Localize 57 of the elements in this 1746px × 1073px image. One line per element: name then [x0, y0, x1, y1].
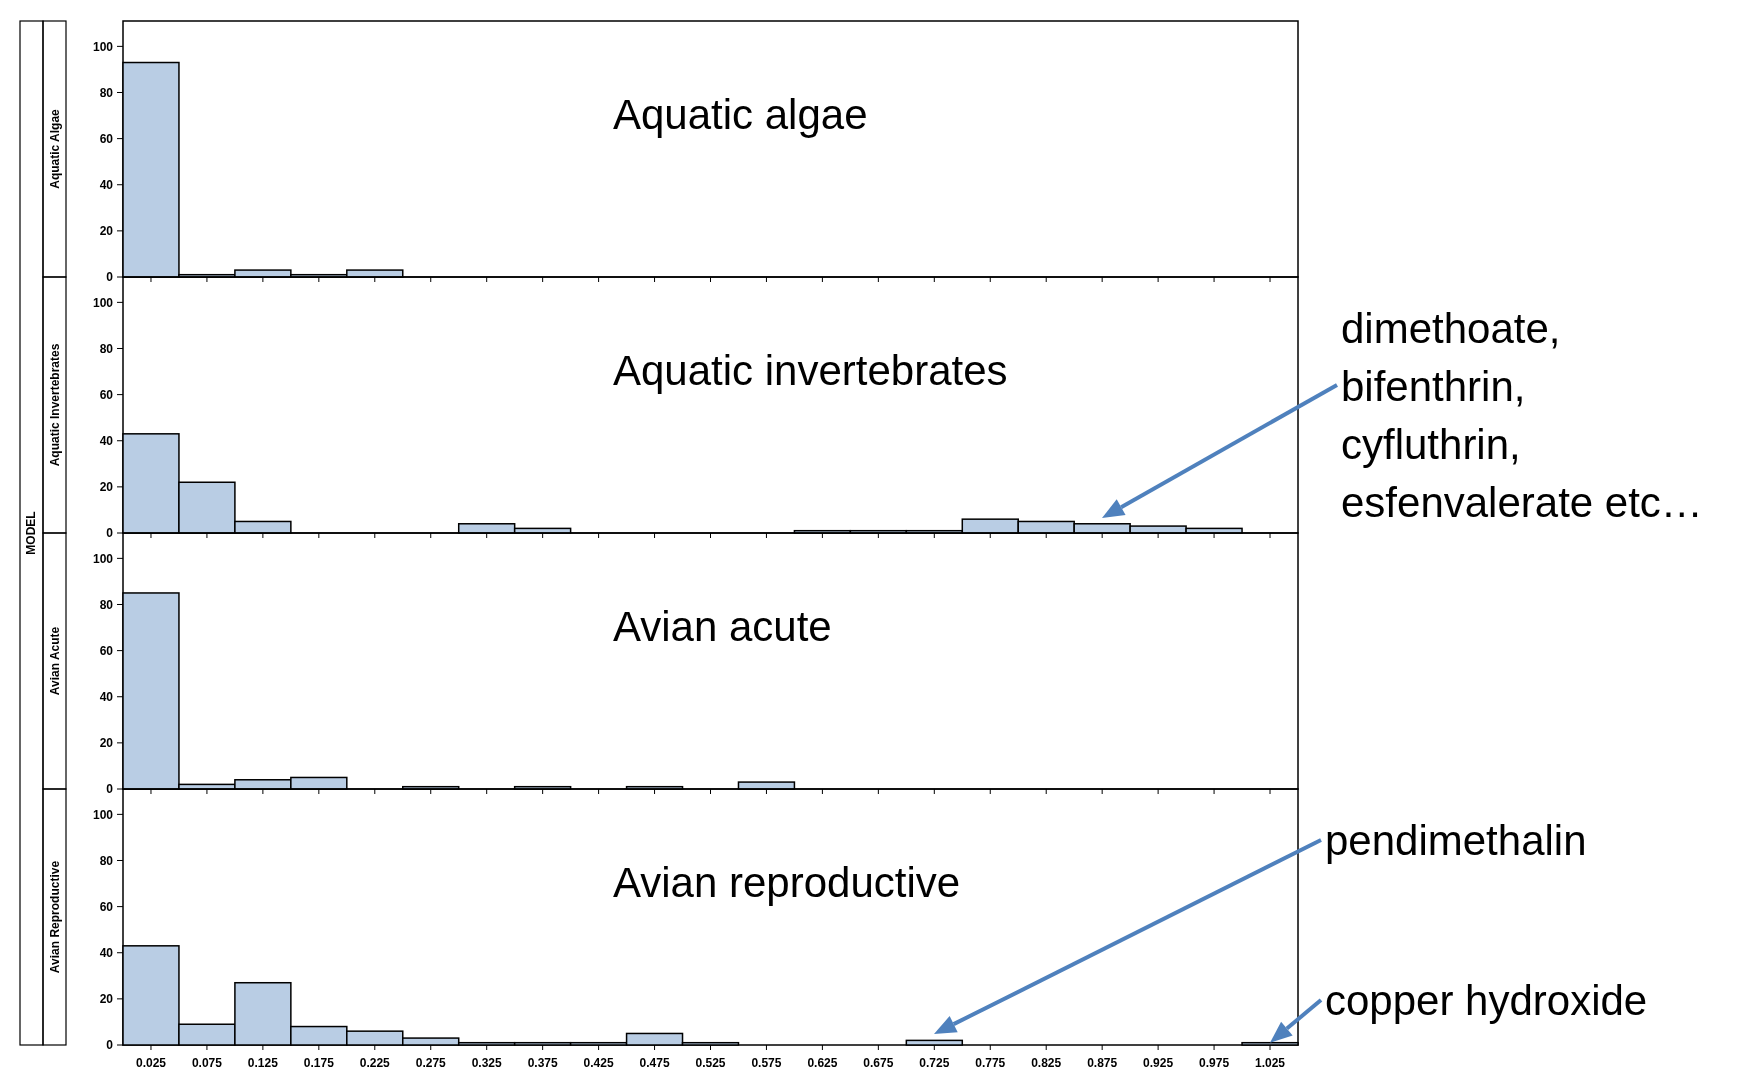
text: Avian reproductive: [613, 859, 961, 906]
y-axis-title: Aquatic Algae: [48, 108, 62, 189]
x-tick-label: 0.575: [751, 1056, 782, 1070]
x-tick-label: 0.025: [135, 1056, 167, 1070]
x-tick-label: 0.375: [527, 1056, 558, 1070]
y-axis-title: Avian Acute: [48, 626, 62, 696]
y-tick-label: 40: [99, 689, 114, 704]
y-tick-label: 100: [92, 295, 114, 310]
x-tick-label: 0.225: [359, 1056, 391, 1070]
y-tick-label: 0: [106, 526, 114, 541]
x-tick-label: 0.525: [695, 1056, 726, 1070]
y-tick-label: 80: [99, 853, 114, 868]
x-tick-label: 1.025: [1255, 1056, 1286, 1070]
annotation: copper hydroxide: [1325, 977, 1648, 1024]
x-tick-label: 0.475: [639, 1056, 670, 1070]
y-tick-label: 80: [99, 85, 114, 100]
x-tick-label: 0.875: [1087, 1056, 1118, 1070]
y-tick-label: 80: [99, 341, 114, 356]
text: Aquatic algae: [613, 91, 868, 138]
text: MODEL: [24, 511, 38, 555]
x-tick-label: 0.125: [247, 1056, 279, 1070]
text: Avian acute: [613, 603, 832, 650]
x-tick-label: 0.175: [303, 1056, 335, 1070]
x-tick-label: 0.075: [191, 1056, 223, 1070]
y-tick-label: 100: [92, 39, 114, 54]
text: Aquatic invertebrates: [613, 347, 1008, 394]
y-tick-label: 60: [99, 387, 114, 402]
y-tick-label: 40: [99, 433, 114, 448]
x-tick-label: 0.625: [807, 1056, 838, 1070]
y-tick-label: 20: [99, 224, 114, 239]
y-tick-label: 20: [99, 480, 114, 495]
y-tick-label: 60: [99, 899, 114, 914]
text: dimethoate, bifenthrin, cyfluthrin, esfenvalerate etc…: [1341, 305, 1703, 526]
y-tick-label: 20: [99, 736, 114, 751]
text: pendimethalin: [1325, 817, 1587, 864]
x-tick-label: 0.325: [471, 1056, 503, 1070]
y-tick-label: 100: [92, 807, 114, 822]
x-tick-label: 0.675: [863, 1056, 894, 1070]
x-tick-label: 0.825: [1031, 1056, 1062, 1070]
x-tick-label: 0.425: [583, 1056, 614, 1070]
y-tick-label: 100: [92, 551, 114, 566]
x-tick-label: 0.975: [1199, 1056, 1230, 1070]
y-tick-label: 80: [99, 597, 114, 612]
x-tick-label: 0.725: [919, 1056, 950, 1070]
y-tick-label: 0: [106, 1038, 114, 1053]
y-axis-title: Avian Reproductive: [48, 860, 62, 974]
y-tick-label: 0: [106, 270, 114, 285]
y-tick-label: 20: [99, 992, 114, 1007]
y-tick-label: 0: [106, 782, 114, 797]
x-tick-label: 0.775: [975, 1056, 1006, 1070]
y-tick-label: 40: [99, 945, 114, 960]
y-axis-title: Aquatic Invertebrates: [48, 343, 62, 467]
x-tick-label: 0.275: [415, 1056, 447, 1070]
y-tick-label: 60: [99, 131, 114, 146]
y-tick-label: 60: [99, 643, 114, 658]
y-tick-label: 40: [99, 177, 114, 192]
x-tick-label: 0.925: [1143, 1056, 1174, 1070]
